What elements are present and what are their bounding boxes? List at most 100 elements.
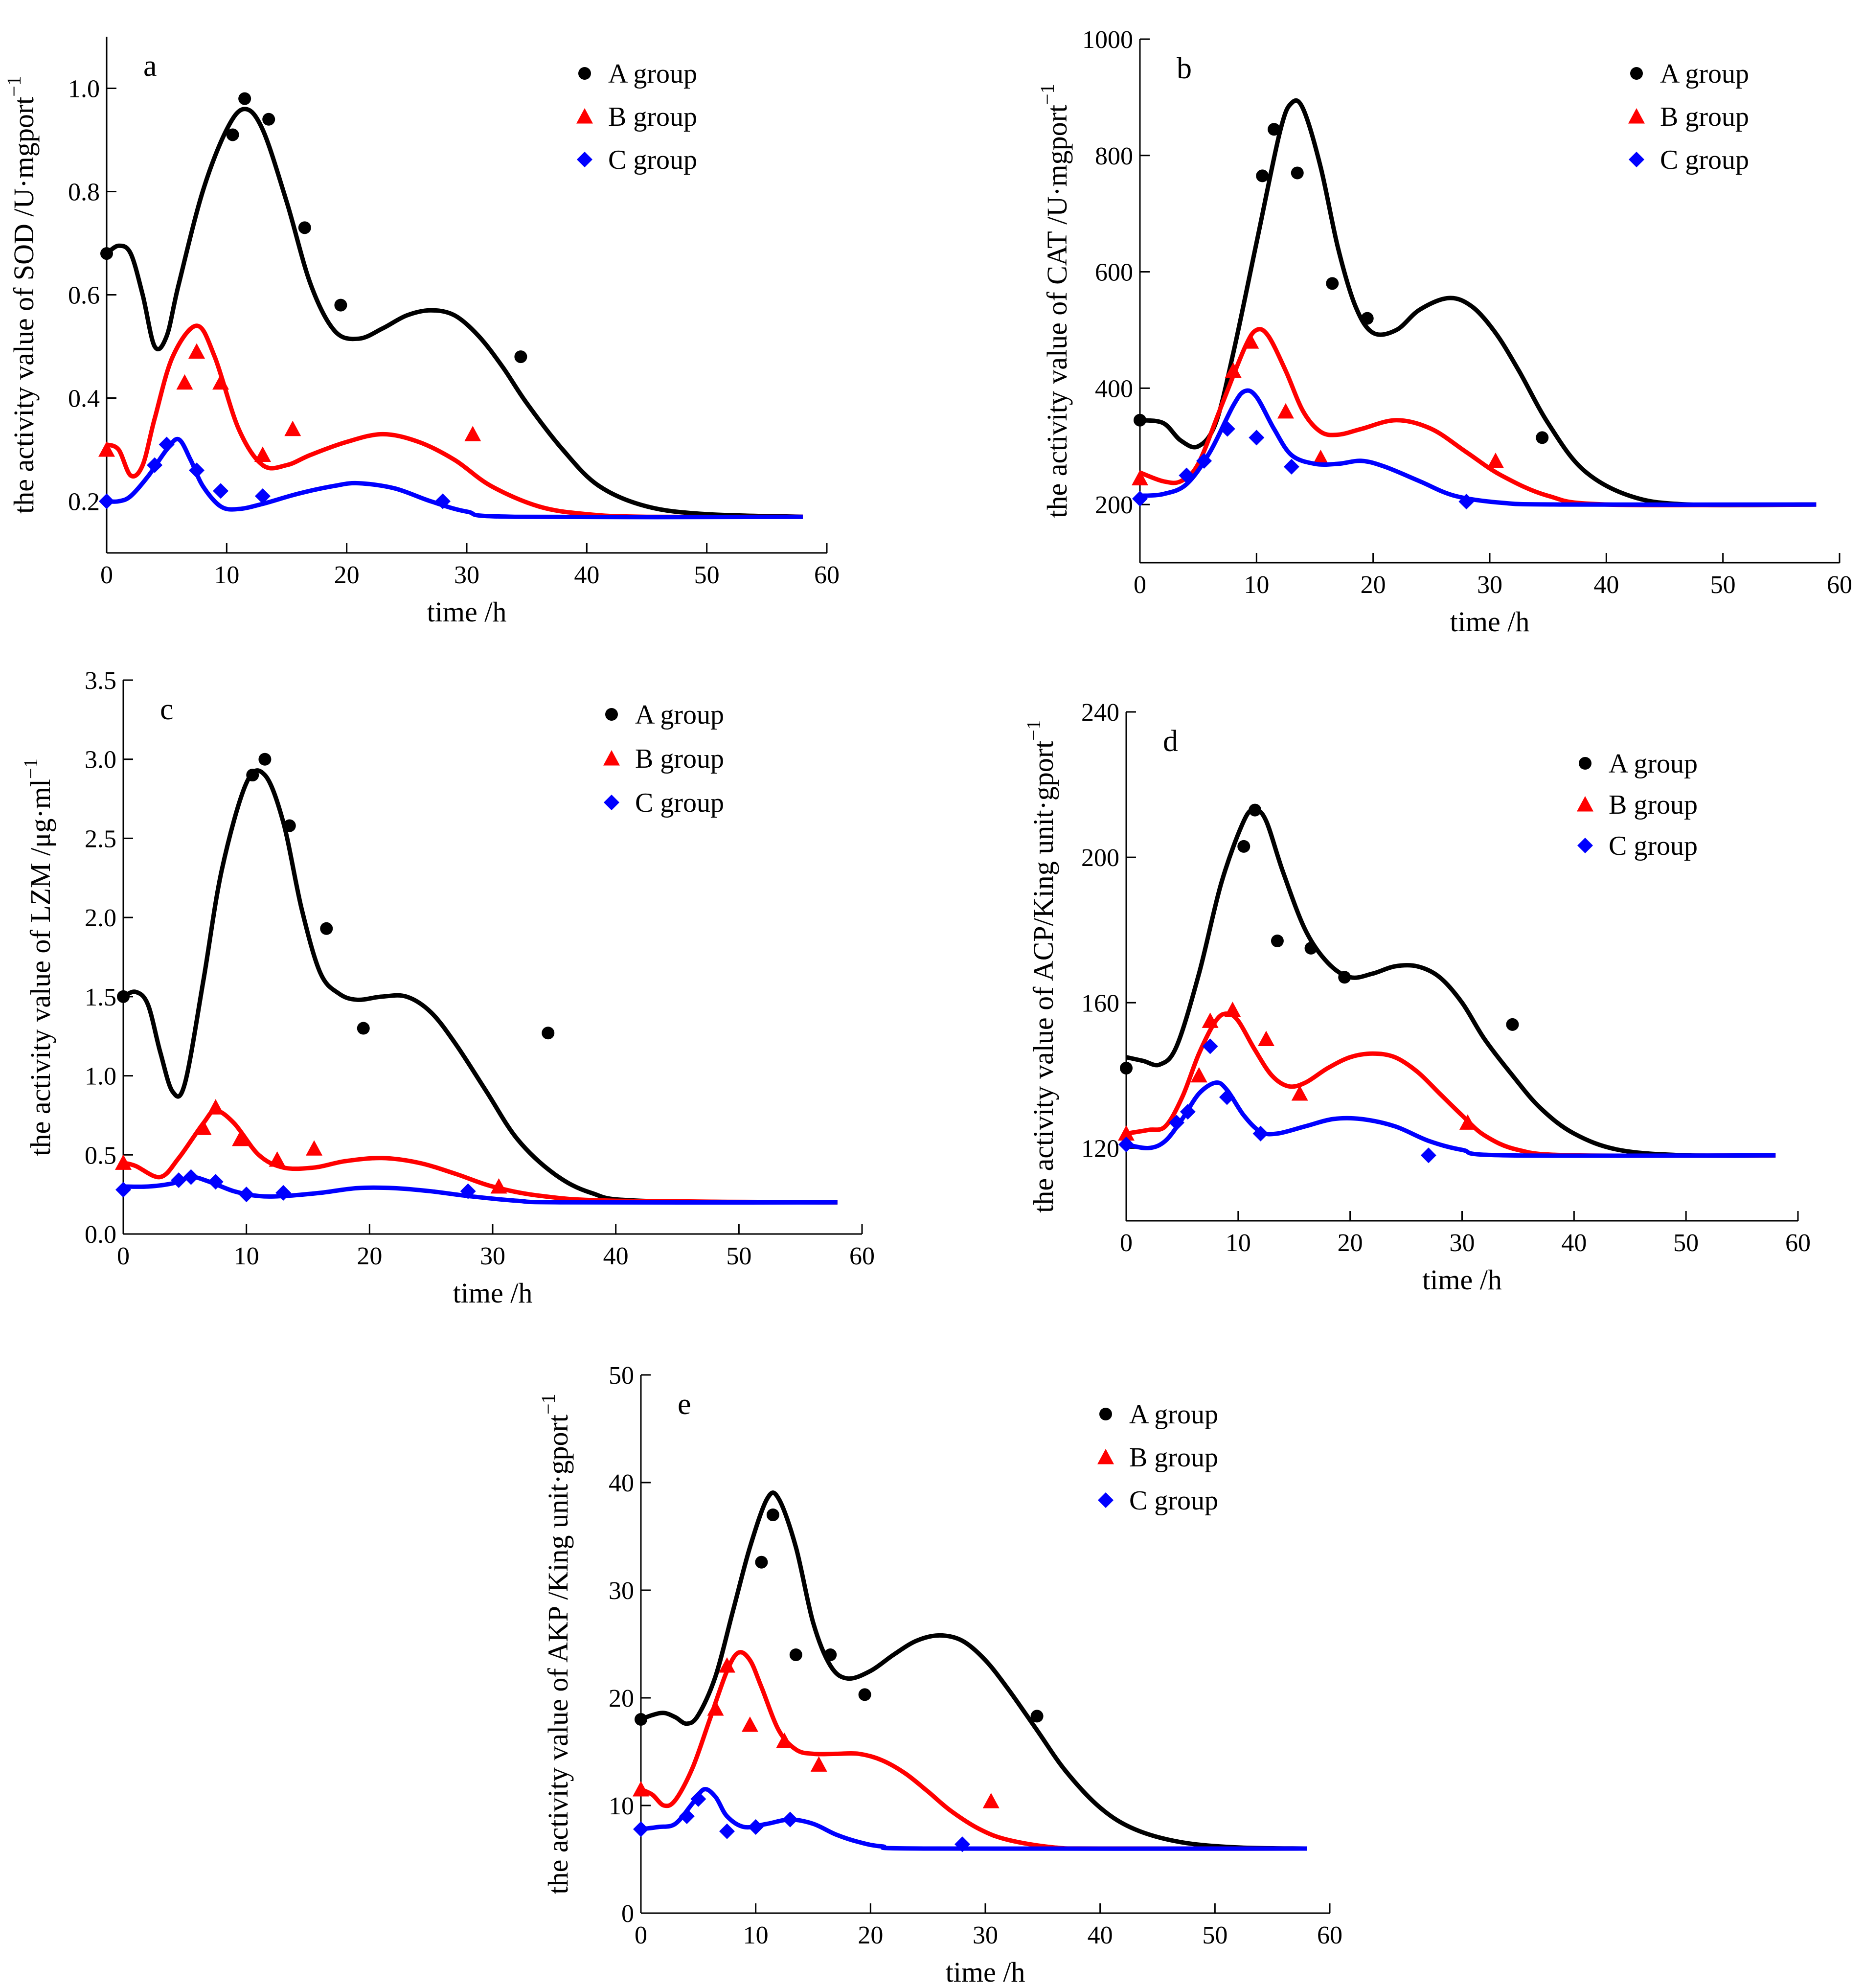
data-point-A [1256, 169, 1269, 183]
y-axis-title: the activity value of SOD /U·mgport−1 [3, 76, 40, 514]
data-point-C [1196, 453, 1212, 469]
y-tick-label: 0.8 [68, 179, 100, 206]
y-tick-label: 800 [1095, 142, 1133, 170]
data-point-C [1458, 494, 1475, 510]
data-point-B [188, 343, 205, 359]
data-point-A [246, 769, 259, 782]
data-point-B [810, 1756, 827, 1772]
y-tick-label: 0.4 [68, 385, 100, 413]
x-tick-label: 30 [1450, 1229, 1475, 1257]
data-point-C [183, 1169, 199, 1185]
data-point-B [1277, 403, 1294, 419]
data-point-A [1361, 312, 1374, 325]
legend-label-C: C group [1129, 1485, 1218, 1516]
data-point-A [635, 1713, 647, 1726]
y-tick-label: 1.0 [68, 75, 100, 103]
panel-letter: e [678, 1388, 691, 1421]
data-point-C [207, 1174, 224, 1190]
data-point-B [207, 1099, 224, 1115]
data-point-B [719, 1657, 735, 1673]
curve-B-group [640, 1650, 1307, 1851]
curve-C-group [106, 436, 803, 520]
data-point-B [1242, 333, 1259, 349]
data-point-A [1291, 166, 1304, 180]
x-tick-label: 30 [973, 1921, 998, 1949]
x-tick-label: 60 [814, 561, 840, 589]
data-point-C [1202, 1038, 1218, 1054]
data-point-A [858, 1688, 871, 1701]
data-point-A [262, 113, 275, 126]
y-axis-title: the activity value of AKP /King unit·gpo… [537, 1394, 574, 1894]
legend-marker-C [1577, 838, 1593, 853]
legend-marker-C [604, 795, 619, 810]
x-tick-label: 40 [574, 561, 599, 589]
data-point-C [1180, 1104, 1196, 1120]
data-point-C [460, 1183, 476, 1199]
data-point-A [1326, 277, 1339, 290]
x-tick-label: 50 [1673, 1229, 1699, 1257]
x-axis-title: time /h [946, 1956, 1025, 1988]
data-point-A [226, 128, 239, 141]
data-point-A [117, 990, 130, 1003]
curve-B-group [122, 1108, 838, 1205]
data-point-C [99, 493, 114, 509]
data-point-A [1536, 431, 1549, 444]
data-point-C [254, 488, 271, 504]
data-point-A [258, 753, 272, 766]
data-point-A [1134, 413, 1146, 427]
data-point-B [195, 1120, 212, 1135]
x-tick-label: 0 [1134, 571, 1146, 599]
y-tick-label: 200 [1095, 491, 1133, 519]
data-point-C [679, 1808, 695, 1824]
y-tick-label: 200 [1081, 844, 1119, 872]
y-axis-title: the activity value of LZM /μg·ml−1 [20, 758, 56, 1156]
data-point-A [824, 1648, 837, 1661]
data-point-C [1252, 1125, 1269, 1142]
data-point-A [357, 1022, 370, 1035]
data-point-A [1338, 971, 1351, 984]
x-tick-label: 30 [1477, 571, 1502, 599]
y-tick-label: 0.6 [68, 282, 100, 310]
x-tick-label: 50 [726, 1242, 751, 1270]
curve-B-group [1126, 1011, 1776, 1158]
y-axis-title: the activity value of ACP/King unit·gpor… [1023, 720, 1059, 1213]
curve-A-group [640, 1490, 1307, 1851]
data-point-A [1304, 941, 1318, 955]
data-point-C [955, 1836, 971, 1852]
panel-letter: c [160, 693, 174, 726]
data-point-A [1237, 840, 1250, 853]
y-tick-label: 0.5 [85, 1142, 116, 1169]
legend-label-A: A group [1660, 59, 1749, 89]
data-point-A [1120, 1062, 1133, 1074]
x-axis-title: time /h [1450, 606, 1530, 638]
legend-label-A: A group [1129, 1399, 1218, 1430]
x-tick-label: 40 [603, 1242, 629, 1270]
data-point-A [1249, 803, 1262, 817]
y-tick-label: 120 [1081, 1135, 1119, 1163]
x-tick-label: 20 [1338, 1229, 1363, 1257]
data-point-B [284, 420, 301, 436]
data-point-B [1118, 1125, 1135, 1141]
x-tick-label: 10 [214, 561, 239, 589]
x-tick-label: 10 [1226, 1229, 1251, 1257]
legend-label-B: B group [1660, 102, 1749, 132]
data-point-C [748, 1819, 764, 1835]
legend-marker-C [1629, 152, 1644, 167]
legend-label-B: B group [608, 102, 697, 132]
data-point-B [633, 1781, 649, 1797]
x-tick-label: 30 [454, 561, 479, 589]
data-point-C [782, 1811, 798, 1828]
data-point-B [1291, 1085, 1308, 1101]
x-tick-label: 20 [1361, 571, 1386, 599]
x-tick-label: 20 [858, 1921, 883, 1949]
legend-marker-A [578, 67, 591, 80]
x-tick-label: 50 [1710, 571, 1736, 599]
legend-marker-B [1628, 108, 1645, 124]
panel-b: 0 10 20 30 40 50 60 200 400 600 800 1000 time /h the … [1036, 26, 1852, 638]
data-point-B [212, 374, 229, 390]
data-point-B [306, 1140, 323, 1156]
data-point-B [1224, 1002, 1241, 1017]
legend-label-A: A group [1609, 749, 1698, 779]
legend-label-C: C group [608, 145, 697, 175]
